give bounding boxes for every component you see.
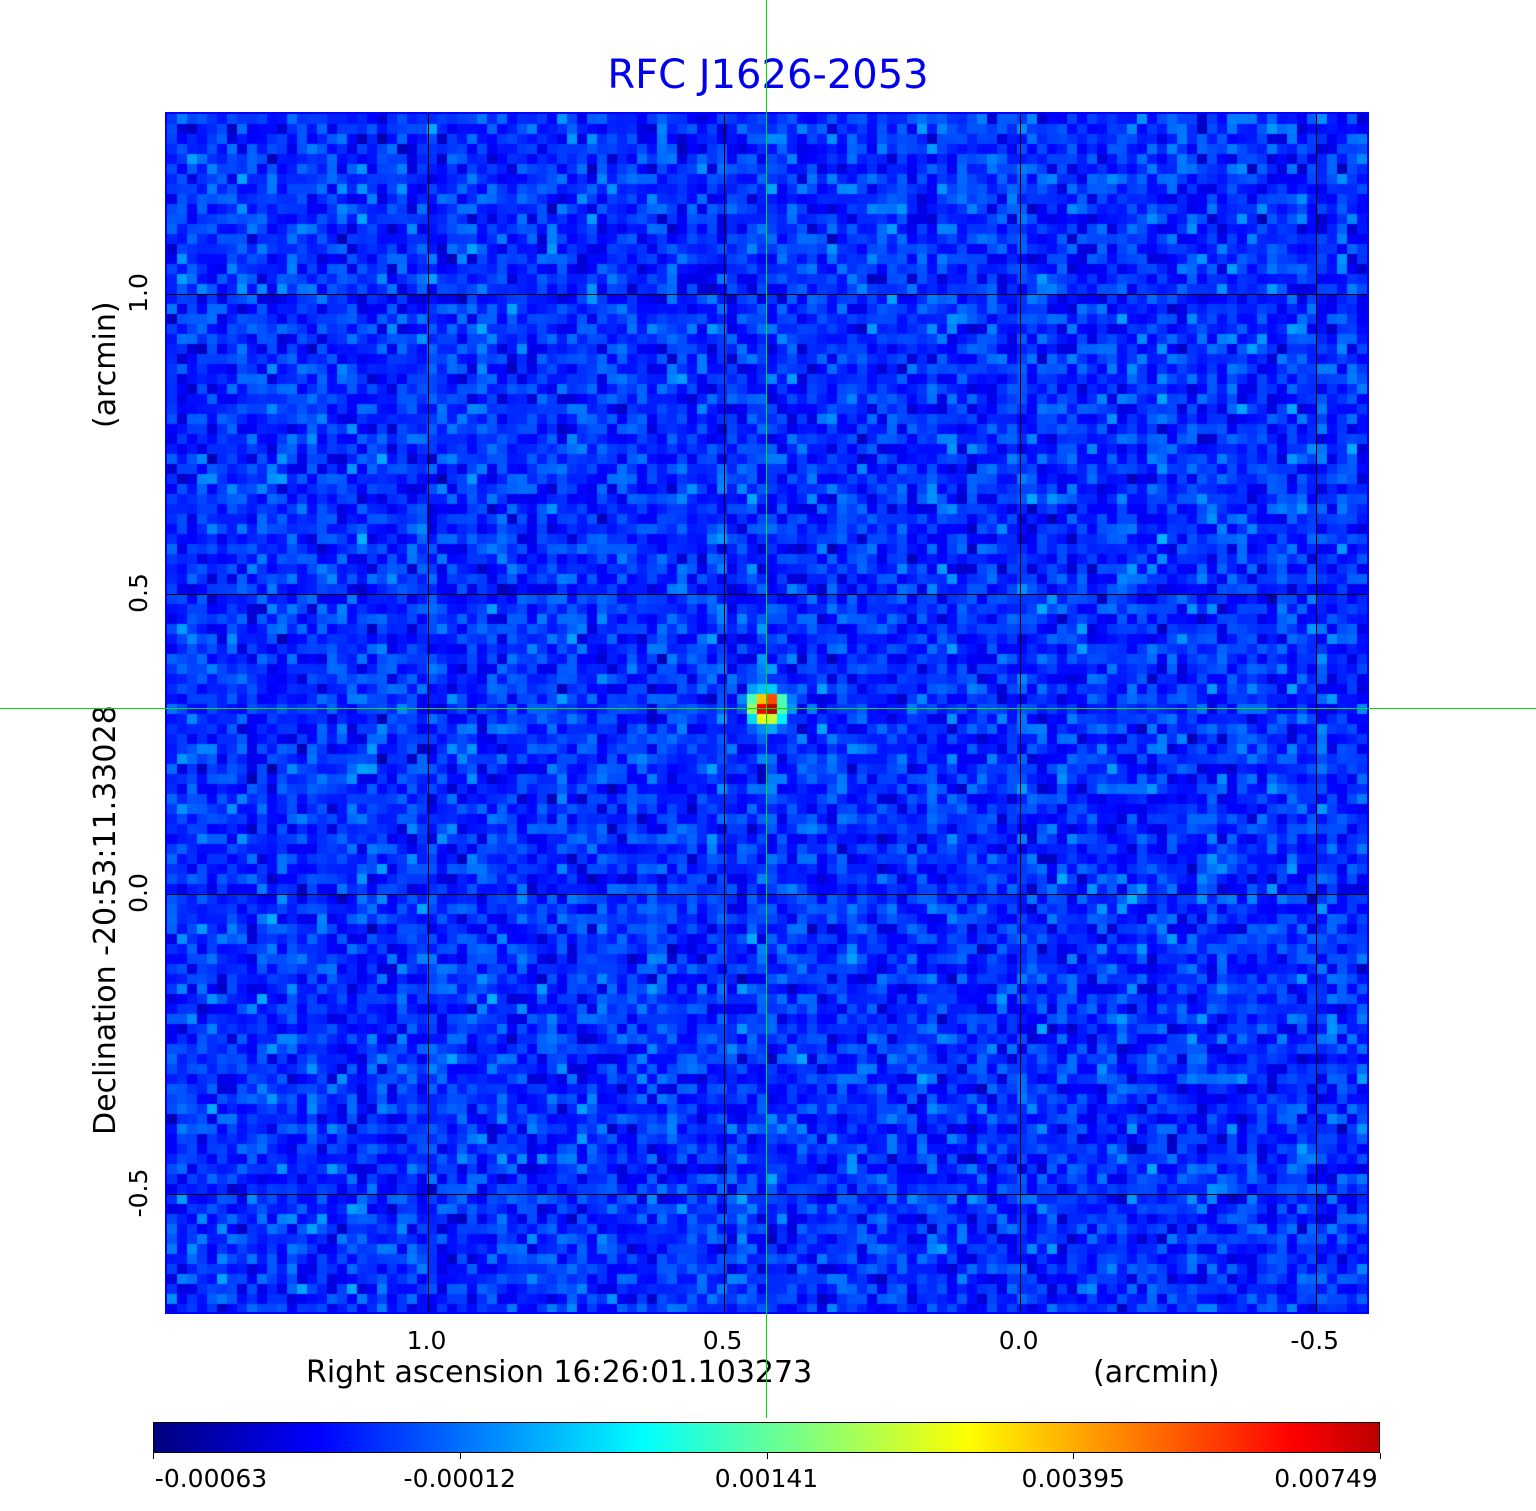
x-tick-label: 1.0 (406, 1326, 447, 1355)
image-plot-area[interactable] (165, 112, 1369, 1314)
colorbar-tick (459, 1453, 461, 1459)
y-tick-label: 0.0 (124, 873, 153, 913)
y-tick-label: 0.5 (124, 573, 153, 613)
colorbar-tick (766, 1453, 768, 1459)
colorbar-tick (1073, 1453, 1075, 1459)
x-axis-unit: (arcmin) (1093, 1355, 1220, 1390)
y-axis-label: Declination -20:53:11.33028 (88, 705, 123, 1135)
colorbar-tick (153, 1453, 154, 1459)
grid-line-x (1315, 114, 1317, 1312)
y-axis-unit: (arcmin) (88, 301, 123, 428)
grid-line-y (167, 1194, 1367, 1195)
y-tick-label: 1.0 (124, 273, 153, 313)
colorbar-tick (1380, 1453, 1381, 1459)
crosshair-horizontal (0, 708, 1536, 709)
x-axis-label: Right ascension 16:26:01.103273 (306, 1355, 813, 1390)
x-tick-label: 0.0 (998, 1326, 1039, 1355)
x-tick-label: 0.5 (702, 1326, 743, 1355)
grid-line-y (167, 894, 1367, 895)
grid-line-x (1019, 114, 1021, 1312)
y-tick-label: -0.5 (124, 1168, 153, 1218)
grid-line-y (167, 594, 1367, 595)
colorbar-tick-label: -0.00012 (403, 1464, 516, 1493)
colorbar-tick-label: 0.00141 (714, 1464, 819, 1493)
colorbar-tick-label: 0.00749 (1274, 1464, 1378, 1493)
colorbar (153, 1422, 1380, 1453)
grid-line-x (427, 114, 429, 1312)
grid-line-y (167, 294, 1367, 295)
grid-line-x (723, 114, 725, 1312)
chart-title: RFC J1626-2053 (607, 52, 929, 98)
colorbar-tick-label: -0.00063 (154, 1464, 268, 1493)
colorbar-tick-label: 0.00395 (1021, 1464, 1125, 1493)
x-tick-label: -0.5 (1290, 1326, 1340, 1355)
crosshair-vertical (766, 0, 767, 1418)
intensity-map (167, 114, 1367, 1312)
